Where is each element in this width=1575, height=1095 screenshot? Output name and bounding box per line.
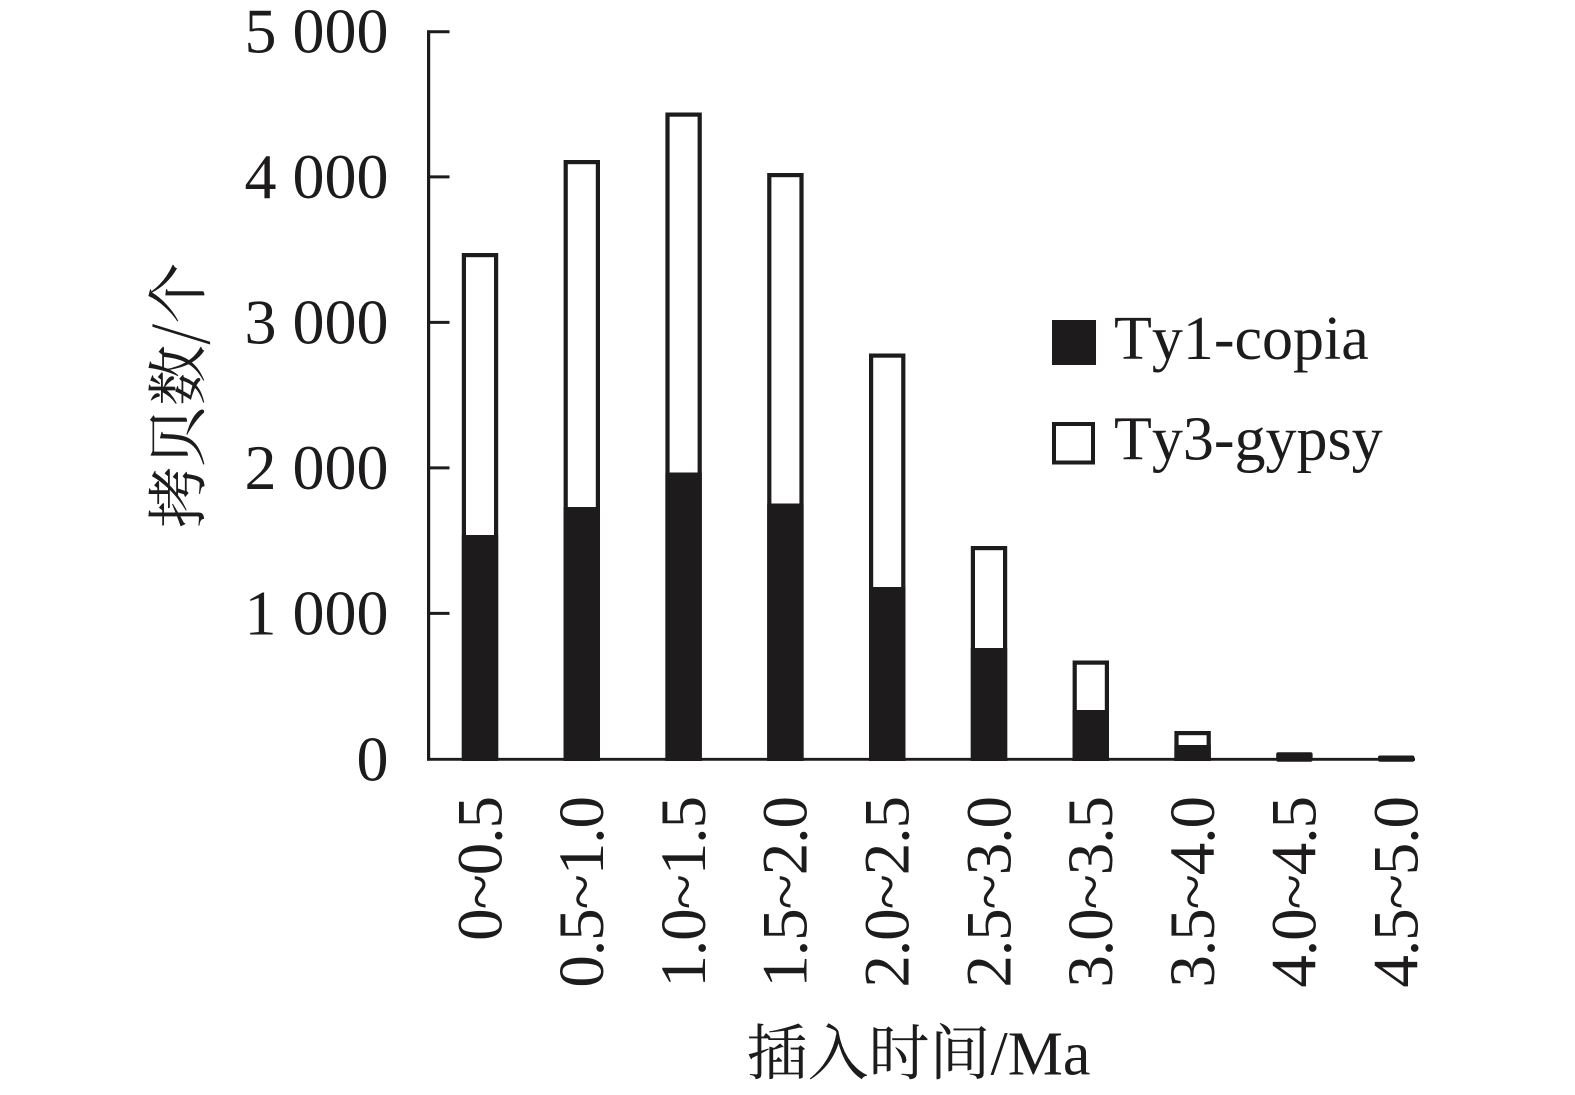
svg-text:0~0.5: 0~0.5 (444, 797, 516, 941)
svg-text:4 000: 4 000 (245, 141, 389, 212)
svg-text:2.5~3.0: 2.5~3.0 (953, 797, 1025, 988)
svg-text:4.5~5.0: 4.5~5.0 (1361, 797, 1433, 988)
svg-text:Ty1-copia: Ty1-copia (1114, 305, 1369, 373)
svg-text:1.5~2.0: 1.5~2.0 (750, 797, 822, 988)
svg-text:2.0~2.5: 2.0~2.5 (852, 797, 924, 988)
svg-text:1 000: 1 000 (245, 578, 389, 649)
svg-text:3.5~4.0: 3.5~4.0 (1157, 797, 1229, 988)
svg-text:2 000: 2 000 (245, 432, 389, 503)
svg-text:0.5~1.0: 0.5~1.0 (546, 797, 618, 988)
svg-text:3 000: 3 000 (245, 287, 389, 358)
svg-text:4.0~4.5: 4.0~4.5 (1259, 797, 1331, 988)
svg-text:3.0~3.5: 3.0~3.5 (1055, 797, 1127, 988)
svg-text:1.0~1.5: 1.0~1.5 (648, 797, 720, 988)
svg-text:5 000: 5 000 (245, 0, 389, 67)
svg-text:/Ma: /Ma (991, 1021, 1091, 1089)
svg-text:0: 0 (357, 724, 389, 795)
svg-text:Ty3-gypsy: Ty3-gypsy (1114, 405, 1383, 473)
